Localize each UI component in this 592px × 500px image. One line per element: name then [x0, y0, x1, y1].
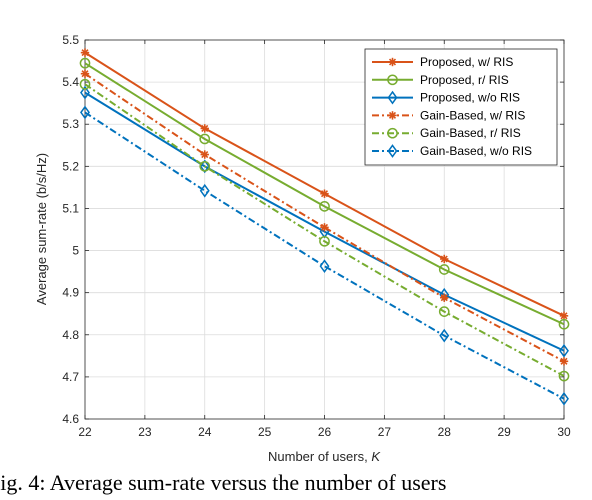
y-tick-label: 4.7: [62, 370, 79, 384]
x-tick-label: 28: [438, 425, 452, 439]
star-stroke: [320, 223, 329, 231]
star-marker: [440, 254, 449, 264]
diamond-marker: [559, 343, 569, 358]
star-marker: [388, 57, 397, 67]
circle-marker: [558, 370, 570, 382]
x-tick-label: 22: [78, 425, 92, 439]
x-tick-label: 26: [318, 425, 332, 439]
y-tick-label: 5.2: [62, 159, 79, 173]
legend-entry: Proposed, w/o RIS: [372, 91, 520, 105]
circle-marker: [387, 74, 398, 86]
star-stroke: [440, 294, 448, 302]
series-line: [84, 72, 565, 363]
series-line: [84, 111, 565, 400]
diamond-marker: [439, 328, 450, 343]
legend-box: [364, 48, 558, 166]
circle-marker: [79, 57, 91, 69]
y-tick-label: 5: [72, 244, 79, 258]
star-stroke: [388, 58, 397, 66]
circle-marker: [319, 200, 330, 212]
star-stroke: [560, 312, 568, 320]
star-marker: [320, 189, 329, 198]
series-lines: [79, 48, 570, 406]
legend-entry: Proposed, r/ RIS: [372, 73, 509, 87]
star-marker: [388, 111, 397, 120]
star-stroke: [201, 151, 209, 159]
diamond-marker: [387, 144, 398, 158]
y-axis-label: Average sum-rate (b/s/Hz): [34, 153, 49, 305]
y-tick-label: 5.1: [62, 201, 79, 215]
star-marker: [440, 293, 449, 302]
y-tick-label: 4.6: [62, 412, 79, 426]
series-proposed-r-ris: [79, 57, 570, 330]
diamond-marker: [387, 90, 398, 105]
diamond-marker: [319, 259, 330, 274]
star-stroke: [440, 255, 448, 263]
circle-marker: [438, 306, 450, 317]
diamond-marker: [559, 391, 569, 406]
x-tick-label: 29: [497, 425, 511, 439]
star-stroke: [320, 190, 329, 198]
legend-entry: Gain-Based, w/o RIS: [372, 144, 532, 158]
star-marker: [80, 48, 90, 57]
circle-marker: [558, 318, 570, 330]
legend-entry: Proposed, w/ RIS: [372, 55, 513, 69]
star-stroke: [560, 357, 568, 365]
circle-marker: [199, 133, 211, 145]
x-tick-label: 24: [198, 425, 212, 439]
legend-label: Proposed, w/o RIS: [420, 91, 520, 105]
star-stroke: [81, 70, 89, 78]
diamond-marker: [80, 105, 90, 120]
x-tick-label: 27: [378, 425, 392, 439]
x-tick-label: 30: [557, 425, 571, 439]
star-marker: [559, 357, 569, 366]
diamond-marker: [80, 85, 90, 100]
series-line: [84, 91, 565, 352]
star-marker: [80, 69, 90, 78]
star-stroke: [388, 111, 397, 119]
series-line: [84, 62, 565, 326]
legend-label: Gain-Based, w/ RIS: [420, 108, 525, 122]
series-line: [84, 83, 565, 377]
circle-marker: [319, 235, 330, 247]
circle-marker: [79, 78, 91, 90]
y-tick-label: 4.9: [62, 286, 79, 300]
legend-label: Gain-Based, r/ RIS: [420, 126, 521, 140]
y-tick-label: 4.8: [62, 328, 79, 342]
series-gain-based-r-ris: [79, 78, 570, 382]
legend-label: Proposed, r/ RIS: [420, 73, 509, 87]
legend-entry: Gain-Based, w/ RIS: [372, 108, 525, 122]
series-gain-based-w-o-ris: [80, 105, 569, 406]
circle-marker: [199, 160, 211, 172]
x-tick-label: 25: [258, 425, 272, 439]
y-tick-label: 5.5: [62, 33, 79, 47]
axis-ticks: 22 23 24 25 26 27 28 29 30 4.6 4.7 4.8 4.9 5 5.1 5.2 5.3…: [62, 33, 571, 439]
star-marker: [200, 124, 209, 133]
x-tick-label: 23: [138, 425, 152, 439]
y-tick-label: 5.4: [62, 75, 79, 89]
star-stroke: [81, 49, 89, 57]
series-proposed-w-ris: [80, 48, 569, 321]
star-marker: [320, 223, 329, 232]
star-stroke: [201, 124, 209, 132]
figure-caption: Fig. 4: Average sum-rate versus the numb…: [0, 470, 447, 495]
diamond-marker: [199, 183, 210, 198]
star-marker: [200, 150, 209, 159]
x-axis-label: Number of users, K: [268, 449, 381, 464]
star-marker: [559, 311, 569, 321]
legend-label: Gain-Based, w/o RIS: [420, 144, 532, 158]
circle-marker: [438, 264, 450, 275]
legend-entry: Gain-Based, r/ RIS: [372, 126, 521, 140]
legend-label: Proposed, w/ RIS: [420, 55, 513, 69]
series-gain-based-w-ris: [80, 69, 569, 366]
circle-marker: [387, 127, 398, 139]
y-tick-label: 5.3: [62, 117, 79, 131]
legend: Proposed, w/ RIS Proposed, r/ RIS Proposed…: [364, 48, 558, 166]
